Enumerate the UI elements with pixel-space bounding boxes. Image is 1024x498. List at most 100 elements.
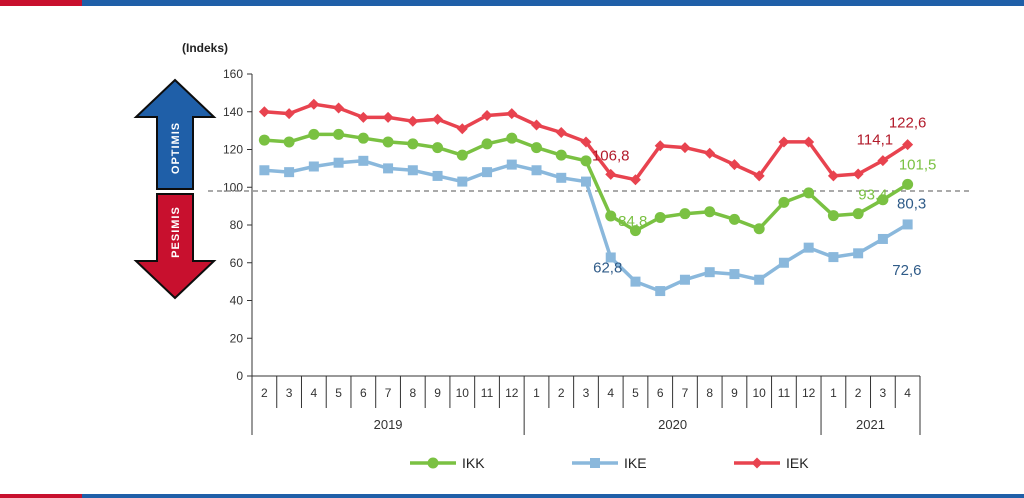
point-ikk (456, 149, 468, 161)
point-ikk (728, 213, 740, 225)
data-label-ikk: 93,4 (858, 187, 887, 204)
y-tick-label: 0 (236, 369, 243, 383)
point-ike (531, 165, 542, 176)
point-iek (654, 140, 666, 152)
bottom-accent-red (0, 494, 82, 498)
point-ikk (877, 194, 889, 206)
data-label-ikk: 84,8 (618, 213, 647, 230)
x-tick-label: 2 (261, 386, 268, 400)
x-tick-label: 8 (706, 386, 713, 400)
point-ike (457, 176, 468, 187)
y-tick-label: 120 (223, 143, 243, 157)
point-ikk (827, 210, 839, 222)
point-iek (283, 108, 295, 120)
point-ikk (679, 208, 691, 220)
point-iek (432, 113, 444, 125)
top-accent-red (0, 0, 82, 6)
data-label-iek: 122,6 (889, 115, 927, 132)
point-ike (407, 165, 418, 176)
x-tick-label: 11 (778, 386, 791, 400)
x-tick-label: 7 (682, 386, 689, 400)
point-ike (704, 267, 715, 278)
point-ike (778, 257, 789, 268)
pesimis-label: PESIMIS (170, 206, 182, 258)
x-tick-label: 12 (505, 386, 519, 400)
point-iek (877, 155, 889, 167)
point-iek (382, 111, 394, 123)
point-iek (704, 147, 716, 159)
y-tick-label: 40 (230, 294, 244, 308)
point-ike (308, 161, 319, 172)
x-tick-label: 7 (385, 386, 392, 400)
year-label: 2019 (374, 417, 403, 432)
y-axis-label: (Indeks) (182, 41, 228, 55)
x-tick-label: 10 (456, 386, 470, 400)
point-ike (284, 167, 295, 178)
point-ikk (308, 128, 320, 140)
x-tick-label: 8 (409, 386, 416, 400)
point-ike (581, 176, 591, 187)
point-ikk (432, 142, 444, 154)
point-ike (679, 274, 690, 285)
point-ike (383, 163, 394, 174)
y-tick-label: 60 (230, 256, 244, 270)
point-ike (655, 286, 666, 297)
legend-marker-ike (590, 458, 600, 468)
y-tick-label: 100 (223, 180, 243, 194)
point-ikk (555, 149, 567, 161)
y-tick-label: 140 (223, 105, 243, 119)
legend-marker-iek (751, 457, 763, 469)
point-iek (605, 168, 617, 180)
point-iek (778, 136, 790, 148)
point-iek (803, 136, 815, 148)
x-tick-label: 12 (802, 386, 816, 400)
point-iek (407, 115, 419, 127)
point-ikk (704, 206, 716, 218)
legend-label-ike: IKE (624, 455, 647, 471)
x-tick-label: 3 (583, 386, 590, 400)
point-ike (358, 155, 369, 166)
point-iek (531, 119, 543, 131)
point-iek (481, 110, 493, 122)
point-ikk (283, 136, 295, 148)
x-tick-label: 10 (753, 386, 767, 400)
point-iek (753, 170, 765, 182)
x-tick-label: 1 (533, 386, 540, 400)
data-label-iek: 106,8 (592, 147, 630, 164)
point-iek (827, 170, 839, 182)
x-tick-label: 9 (434, 386, 441, 400)
point-iek (357, 111, 369, 123)
point-ike (630, 276, 641, 287)
x-tick-label: 3 (880, 386, 887, 400)
x-tick-label: 4 (311, 386, 318, 400)
optimis-arrow: OPTIMIS (133, 78, 217, 190)
data-label-iek: 114,1 (857, 132, 893, 149)
point-iek (506, 108, 518, 120)
point-iek (852, 168, 864, 180)
point-ikk (531, 142, 543, 154)
point-iek (555, 127, 567, 139)
x-tick-label: 6 (657, 386, 664, 400)
point-iek (456, 123, 468, 135)
year-label: 2020 (658, 417, 687, 432)
optimis-label: OPTIMIS (170, 122, 182, 174)
top-accent-bar (0, 0, 1024, 6)
point-ikk (629, 225, 641, 237)
point-iek (728, 159, 740, 171)
x-tick-label: 2 (558, 386, 565, 400)
legend-label-iek: IEK (786, 455, 809, 471)
year-label: 2021 (856, 417, 885, 432)
point-iek (580, 136, 592, 148)
point-ike (482, 167, 493, 178)
point-ike (259, 165, 270, 176)
point-iek (308, 98, 320, 110)
point-ikk (803, 187, 815, 199)
point-ikk (258, 134, 270, 146)
y-tick-label: 20 (230, 331, 244, 345)
bottom-accent-blue (82, 494, 1024, 498)
point-ike (333, 157, 344, 168)
legend-label-ikk: IKK (462, 455, 485, 471)
point-ikk (357, 132, 369, 144)
